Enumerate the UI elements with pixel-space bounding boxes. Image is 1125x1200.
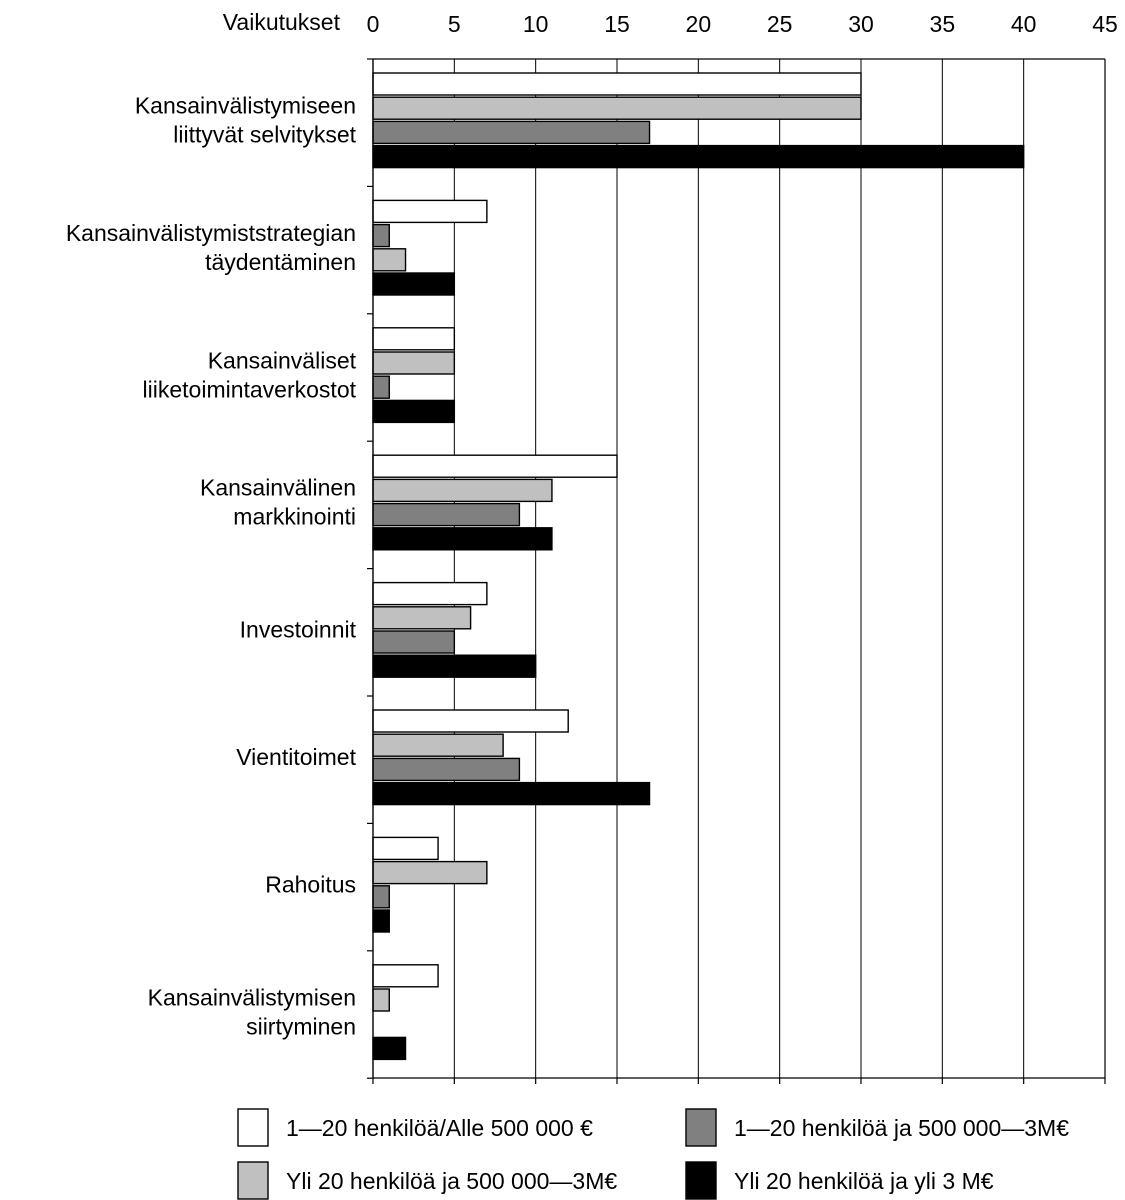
- category-label-line: Investoinnit: [240, 617, 357, 643]
- category-label: Kansainvälistymisen siirtyminen: [148, 984, 356, 1039]
- legend-label: 1—20 henkilöä ja 500 000—3M€: [734, 1115, 1069, 1141]
- bar: [372, 199, 488, 224]
- category-label-line: Kansainvälistymisen: [148, 984, 356, 1010]
- bar: [372, 478, 553, 503]
- legend-label: 1—20 henkilöä/Alle 500 000 €: [286, 1115, 593, 1141]
- x-tick-label: 45: [1092, 11, 1118, 37]
- x-tick-label: 15: [604, 11, 630, 37]
- category-label-line: markkinointi: [233, 504, 356, 530]
- bar: [372, 248, 407, 272]
- legend-swatch: [237, 1161, 269, 1200]
- category-label-line: Kansainväliset: [208, 347, 357, 373]
- bar: [372, 781, 651, 806]
- bar: [372, 964, 439, 988]
- bar: [372, 988, 390, 1012]
- x-axis-title: Vaikutukset: [223, 9, 341, 35]
- bar: [372, 120, 651, 145]
- bar: [372, 375, 390, 399]
- bar: [372, 860, 488, 885]
- bar: [372, 72, 862, 96]
- bar: [372, 502, 521, 527]
- legend-swatch: [685, 1108, 717, 1147]
- category-label-line: liiketoimintaverkostot: [143, 376, 357, 402]
- category-label-line: täydentäminen: [205, 249, 356, 275]
- bar: [372, 454, 618, 478]
- category-label-line: Vientitoimet: [236, 744, 356, 770]
- category-label-line: Kansainvälistymiseen: [135, 93, 356, 119]
- bar: [372, 885, 390, 909]
- legend-swatch: [685, 1161, 717, 1200]
- category-label-line: liittyvät selvitykset: [173, 122, 356, 148]
- x-tick-label: 30: [848, 11, 874, 37]
- bar: [372, 351, 456, 375]
- category-label-line: Rahoitus: [265, 871, 356, 897]
- category-label: Kansainvälinen markkinointi: [200, 475, 356, 530]
- x-tick-label: 0: [367, 11, 380, 37]
- category-label-line: Kansainvälistymiststrategian: [66, 220, 356, 246]
- bar: [372, 606, 472, 630]
- legend-label: Yli 20 henkilöä ja 500 000—3M€: [286, 1168, 617, 1194]
- bar: [372, 581, 488, 606]
- category-labels: Kansainvälistymiseen liittyvät selvitykse…: [66, 93, 357, 1040]
- axis-layer: [367, 58, 1106, 1084]
- x-tick-label: 25: [767, 11, 793, 37]
- category-label-line: siirtyminen: [246, 1013, 356, 1039]
- bar: [372, 654, 537, 678]
- bar: [372, 733, 504, 757]
- bar: [372, 272, 456, 296]
- x-tick-label: 5: [448, 11, 461, 37]
- x-tick-label: 20: [686, 11, 712, 37]
- bar: [372, 144, 1025, 169]
- bar: [372, 96, 862, 120]
- bar: [372, 757, 521, 782]
- category-label: Kansainväliset liiketoimintaverkostot: [143, 347, 357, 402]
- bar: [372, 1036, 407, 1061]
- bar: [372, 399, 456, 424]
- bar: [372, 836, 439, 861]
- x-tick-label: 40: [1011, 11, 1037, 37]
- x-tick-label: 35: [930, 11, 956, 37]
- bar: [372, 527, 553, 551]
- category-label: Rahoitus: [265, 871, 356, 897]
- legend: 1—20 henkilöä/Alle 500 000 € 1—20 henkilö…: [237, 1108, 1069, 1200]
- bar: [372, 709, 569, 733]
- category-label: Kansainvälistymiseen liittyvät selvitykse…: [135, 93, 357, 148]
- legend-swatch: [237, 1108, 269, 1147]
- category-label-line: Kansainvälinen: [200, 475, 356, 501]
- bar: [372, 630, 456, 654]
- category-label: Vientitoimet: [236, 744, 356, 770]
- legend-label: Yli 20 henkilöä ja yli 3 M€: [734, 1168, 994, 1194]
- x-tick-label: 10: [523, 11, 549, 37]
- bar: [372, 223, 390, 248]
- grid-layer: [453, 59, 1106, 1078]
- bar: [372, 327, 456, 351]
- x-tick-labels: 0 5 10 15 20 25 30 35 40 45: [367, 11, 1118, 37]
- bar: [372, 909, 390, 933]
- category-label: Investoinnit: [240, 617, 357, 643]
- category-label: Kansainvälistymiststrategian täydentämine…: [66, 220, 356, 275]
